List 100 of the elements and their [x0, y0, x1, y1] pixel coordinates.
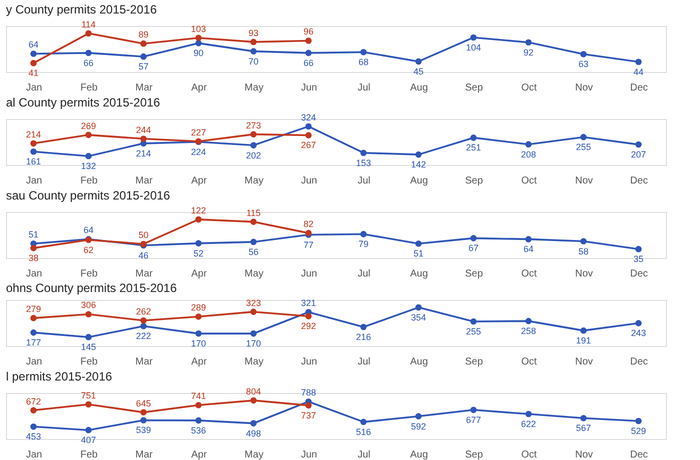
- point: [195, 40, 202, 46]
- data-label: 66: [303, 58, 314, 68]
- x-tick-label: Mar: [135, 82, 154, 94]
- x-tick-label: Mar: [135, 176, 154, 186]
- data-label: 737: [300, 410, 316, 420]
- data-label: 45: [413, 66, 424, 76]
- point: [525, 236, 532, 242]
- x-tick-label: Jul: [358, 268, 370, 280]
- data-label: 114: [81, 19, 96, 30]
- point: [525, 141, 532, 148]
- x-tick-label: May: [244, 176, 264, 186]
- data-label: 407: [80, 435, 96, 446]
- x-tick-label: Jun: [300, 450, 318, 460]
- point: [140, 323, 147, 330]
- data-label: 67: [468, 243, 479, 254]
- x-tick-label: Sep: [465, 176, 484, 186]
- x-tick-label: Aug: [410, 356, 428, 368]
- point: [85, 132, 92, 138]
- chart-title: y County permits 2015-2016: [6, 2, 158, 16]
- data-label: 354: [410, 312, 426, 322]
- point: [525, 410, 532, 418]
- x-tick-label: Apr: [191, 356, 208, 368]
- data-label: 529: [630, 426, 646, 436]
- data-label: 243: [630, 328, 646, 338]
- point: [195, 313, 202, 320]
- data-label: 35: [633, 254, 644, 264]
- data-label: 516: [356, 426, 372, 437]
- data-label: 498: [246, 428, 262, 438]
- data-label: 292: [300, 321, 316, 332]
- data-label: 38: [28, 253, 39, 264]
- point: [195, 240, 202, 246]
- x-tick-label: May: [244, 268, 264, 280]
- data-label: 672: [26, 396, 42, 406]
- x-tick-label: Dec: [630, 82, 648, 94]
- x-tick-label: Jan: [26, 268, 42, 280]
- point: [30, 60, 37, 66]
- point: [85, 50, 92, 56]
- x-tick-label: May: [244, 450, 264, 460]
- x-tick-label: Apr: [191, 268, 208, 280]
- x-tick-label: Sep: [465, 268, 484, 280]
- point: [30, 314, 37, 322]
- x-tick-label: Jul: [358, 356, 370, 368]
- data-label: 90: [193, 48, 204, 58]
- point: [360, 150, 367, 156]
- point: [580, 134, 587, 140]
- point: [85, 152, 92, 160]
- point: [415, 304, 422, 311]
- data-label: 214: [136, 148, 152, 158]
- x-tick-label: Feb: [80, 82, 98, 94]
- point: [635, 320, 642, 326]
- x-tick-label: Oct: [521, 450, 537, 460]
- x-tick-label: Feb: [80, 268, 98, 280]
- point: [470, 406, 477, 414]
- x-tick-label: Aug: [410, 268, 428, 280]
- data-label: 227: [190, 127, 206, 138]
- data-label: 153: [356, 158, 372, 168]
- point: [470, 318, 477, 325]
- data-label: 56: [248, 246, 259, 257]
- data-label: 132: [80, 161, 96, 172]
- x-tick-label: Dec: [630, 268, 648, 280]
- x-tick-label: Oct: [521, 82, 537, 94]
- data-label: 751: [80, 390, 96, 400]
- chart-title: sau County permits 2015-2016: [6, 188, 170, 202]
- x-tick-label: Sep: [465, 356, 484, 368]
- point: [415, 151, 422, 158]
- data-label: 207: [630, 150, 646, 160]
- x-tick-label: Sep: [465, 450, 484, 460]
- point: [30, 140, 37, 147]
- data-label: 104: [466, 42, 482, 52]
- point: [85, 426, 92, 434]
- data-label: 64: [83, 225, 94, 236]
- x-tick-label: Dec: [630, 450, 648, 460]
- x-tick-label: Feb: [80, 356, 98, 368]
- point: [30, 148, 37, 155]
- data-label: 258: [520, 326, 536, 336]
- data-label: 57: [138, 62, 149, 72]
- point: [415, 58, 422, 65]
- point: [470, 235, 477, 242]
- x-tick-label: Nov: [575, 356, 593, 368]
- data-label: 96: [303, 26, 314, 37]
- point: [250, 218, 257, 225]
- data-label: 214: [26, 129, 42, 140]
- data-label: 44: [633, 66, 644, 77]
- x-tick-label: Nov: [575, 82, 593, 94]
- data-label: 255: [466, 326, 482, 336]
- data-label: 324: [300, 112, 316, 122]
- point: [580, 327, 587, 334]
- data-label: 177: [26, 338, 42, 348]
- x-tick-label: Jun: [300, 356, 318, 368]
- data-label: 64: [523, 244, 534, 254]
- point: [250, 48, 257, 54]
- x-tick-label: Mar: [135, 450, 154, 460]
- data-label: 41: [28, 68, 39, 78]
- x-tick-label: Nov: [575, 450, 593, 460]
- x-tick-label: Oct: [521, 356, 537, 368]
- data-label: 741: [190, 391, 206, 402]
- point: [360, 48, 367, 56]
- x-tick-label: Oct: [521, 176, 537, 186]
- data-label: 208: [520, 149, 536, 160]
- x-tick-label: Mar: [135, 268, 154, 280]
